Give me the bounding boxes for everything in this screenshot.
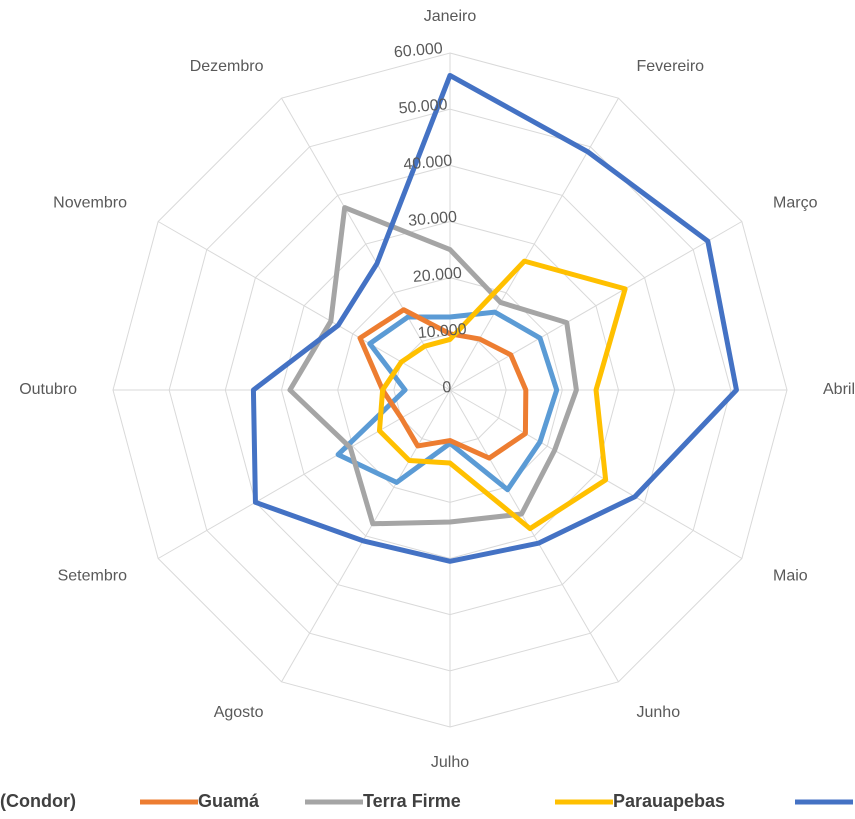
series-line xyxy=(335,309,560,493)
spoke xyxy=(449,97,619,391)
spoke xyxy=(449,221,743,391)
y-tick-label: 10.000 xyxy=(417,321,467,342)
spoke xyxy=(449,389,743,559)
legend-label: Guamá xyxy=(198,791,260,811)
y-tick-label: 20.000 xyxy=(412,265,462,286)
category-label: Abril xyxy=(823,381,855,398)
y-tick-label: 40.000 xyxy=(403,152,453,173)
y-tick-label: 30.000 xyxy=(408,209,458,230)
y-tick-label: 0 xyxy=(442,379,452,397)
legend-label: Terra Firme xyxy=(363,791,461,811)
category-label: Março xyxy=(773,195,818,212)
spoke xyxy=(281,389,451,683)
series-line xyxy=(357,307,529,461)
series-line xyxy=(250,72,739,564)
y-tick-label: 50.000 xyxy=(398,96,448,117)
series-line xyxy=(376,258,628,532)
spoke xyxy=(449,389,619,683)
category-label: Outubro xyxy=(19,381,77,398)
category-label: Junho xyxy=(637,704,681,721)
legend-label: (Condor) xyxy=(0,791,76,811)
legend-label: Parauapebas xyxy=(613,791,725,811)
spoke xyxy=(281,97,451,391)
category-label: Fevereiro xyxy=(637,58,705,75)
category-label: Dezembro xyxy=(190,58,264,75)
y-tick-label: 60.000 xyxy=(393,40,443,61)
category-label: Setembro xyxy=(58,568,127,585)
category-label: Julho xyxy=(431,754,469,771)
category-label: Janeiro xyxy=(424,8,477,25)
category-label: Agosto xyxy=(214,704,264,721)
series-line xyxy=(287,205,579,527)
category-label: Novembro xyxy=(53,195,127,212)
category-label: Maio xyxy=(773,568,808,585)
